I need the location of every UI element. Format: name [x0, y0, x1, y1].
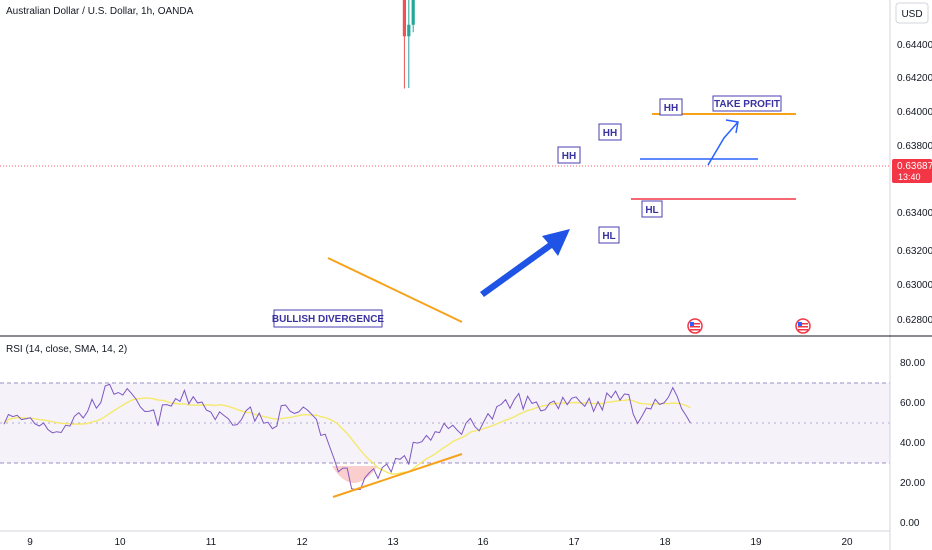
rsi-tick: 20.00	[900, 478, 925, 489]
time-tick: 20	[841, 537, 853, 548]
hl-box[interactable]	[598, 226, 620, 244]
time-tick: 19	[750, 537, 762, 548]
us-flag-icon[interactable]	[795, 318, 811, 334]
candle-up[interactable]	[407, 24, 411, 37]
rsi-title[interactable]: RSI (14, close, SMA, 14, 2)	[6, 344, 127, 355]
take-profit-box[interactable]	[712, 95, 782, 112]
price-tick: 0.63400	[897, 208, 932, 219]
time-tick: 17	[568, 537, 580, 548]
hh-label: HH	[562, 151, 576, 162]
time-tick: 16	[477, 537, 489, 548]
candlestick-series[interactable]	[2, 0, 692, 89]
rsi-tick: 0.00	[900, 518, 920, 529]
target-arrow-head	[725, 119, 739, 134]
bullish-divergence-box[interactable]	[273, 309, 383, 328]
time-tick: 12	[296, 537, 308, 548]
bullish-arrow[interactable]	[480, 229, 570, 297]
rsi-tick: 60.00	[900, 398, 925, 409]
rsi-divergence-trendline[interactable]	[332, 453, 463, 498]
bar-countdown: 13:40	[898, 172, 921, 182]
hh-box[interactable]	[557, 146, 581, 164]
rsi-axis[interactable]: 80.00 60.00 40.00 20.00 0.00	[900, 358, 925, 529]
hh-box[interactable]	[598, 123, 622, 141]
time-tick: 13	[387, 537, 399, 548]
price-tick: 0.63000	[897, 280, 932, 291]
candle-down[interactable]	[402, 0, 406, 37]
take-profit-label: TAKE PROFIT	[714, 99, 780, 110]
last-price-value: 0.63687	[897, 161, 932, 172]
price-divergence-trendline[interactable]	[327, 257, 463, 323]
time-tick: 11	[206, 537, 217, 548]
time-tick: 10	[114, 537, 126, 548]
rsi-tick: 40.00	[900, 438, 925, 449]
price-tick: 0.63800	[897, 141, 932, 152]
rsi-sma-line	[3, 397, 691, 475]
price-tick: 0.64400	[897, 40, 932, 51]
price-tick: 0.64200	[897, 73, 932, 84]
hl-label: HL	[645, 205, 658, 216]
hh-box[interactable]	[659, 98, 683, 116]
last-price-badge	[892, 159, 932, 183]
rsi-tick: 80.00	[900, 358, 925, 369]
time-axis[interactable]: 9 10 11 12 13 16 17 18 19 20	[27, 537, 853, 548]
rsi-line	[3, 383, 691, 491]
time-tick: 9	[27, 537, 33, 548]
candle-up[interactable]	[411, 0, 415, 25]
hl-box[interactable]	[641, 200, 663, 218]
price-tick: 0.63200	[897, 246, 932, 257]
rsi-oversold-fill	[332, 466, 378, 483]
currency-label: USD	[901, 9, 922, 20]
price-tick: 0.64000	[897, 107, 932, 118]
currency-button[interactable]	[895, 2, 929, 24]
target-arrow[interactable]	[707, 121, 739, 166]
hh-label: HH	[664, 103, 678, 114]
price-axis[interactable]: 0.64400 0.64200 0.64000 0.63800 0.63400 …	[897, 40, 932, 326]
hh-label: HH	[603, 128, 617, 139]
us-flag-icon[interactable]	[687, 318, 703, 334]
hl-label: HL	[602, 231, 615, 242]
symbol-title[interactable]: Australian Dollar / U.S. Dollar, 1h, OAN…	[6, 6, 194, 17]
time-tick: 18	[659, 537, 671, 548]
bullish-divergence-label: BULLISH DIVERGENCE	[272, 314, 385, 325]
price-tick: 0.62800	[897, 315, 932, 326]
